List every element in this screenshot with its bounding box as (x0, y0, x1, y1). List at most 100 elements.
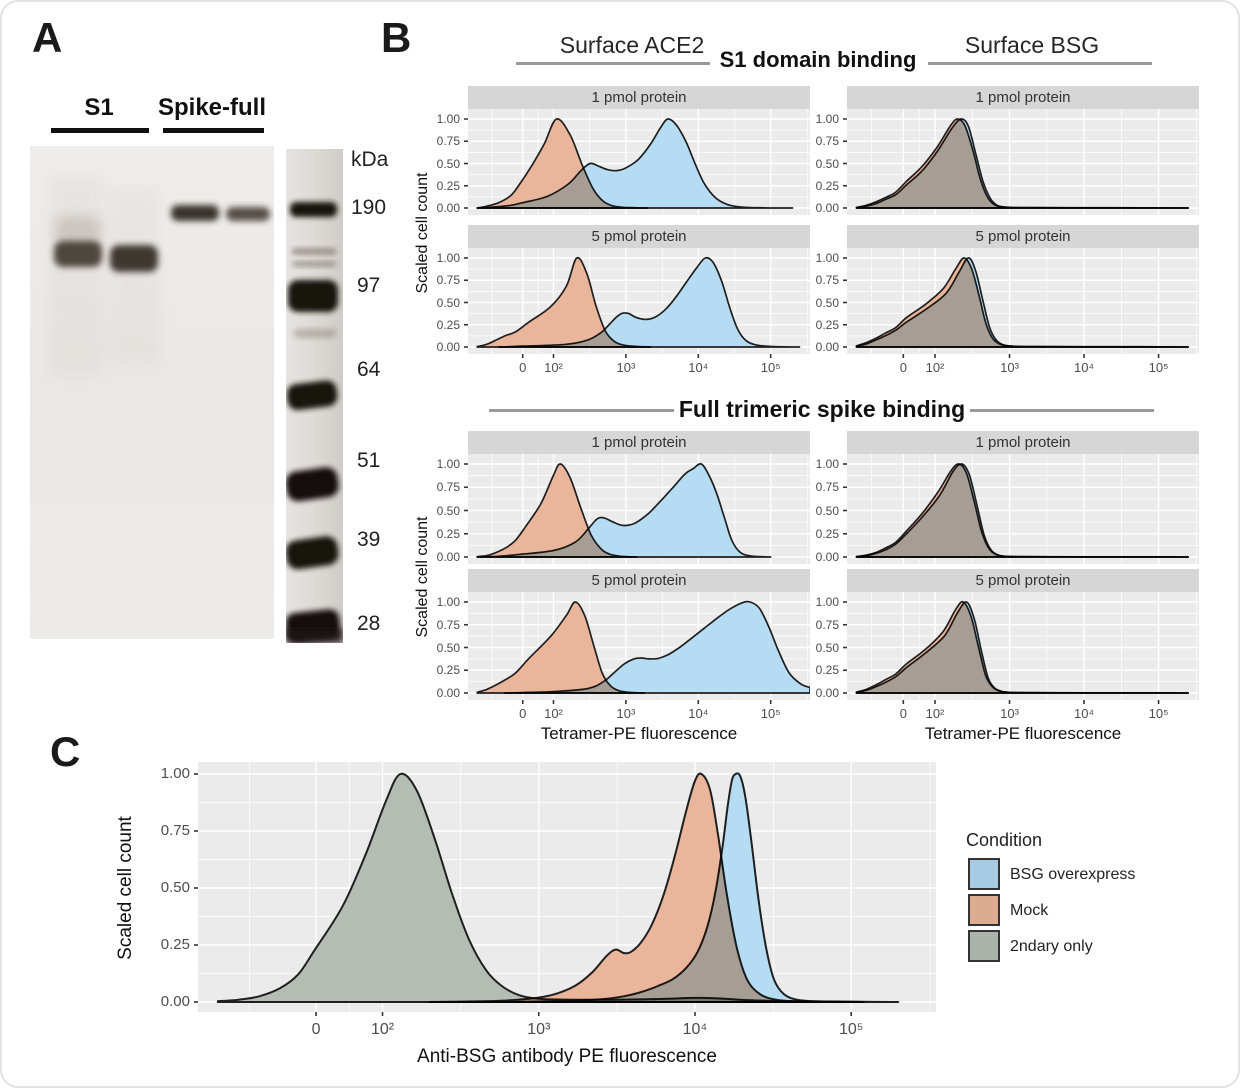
facet-strip-ft-bsg-1pmol: 1 pmol protein (847, 431, 1199, 454)
x-tick-label: 10⁴ (688, 706, 709, 721)
facet-strip-s1-bsg-5pmol: 5 pmol protein (847, 225, 1199, 248)
b-left-x-axis-title: Tetramer-PE fluorescence (540, 724, 738, 743)
y-tick-label: 1.00 (815, 251, 839, 265)
legend-label-mock-c: Mock (1010, 902, 1049, 919)
x-tick-label: 10⁴ (682, 1021, 708, 1038)
density-curve-ft-ace2-5pmol-mock (476, 601, 646, 694)
legend-key-mock-c (968, 894, 1000, 926)
y-tick-label: 0.75 (815, 273, 839, 288)
y-tick-label: 0.75 (815, 134, 839, 149)
x-tick-label: 10² (925, 360, 945, 375)
y-tick-label: 0.50 (815, 503, 839, 518)
full-trimeric-line-right (970, 409, 1154, 412)
x-tick-label: 10² (544, 360, 563, 375)
surface-ace2-header: Surface ACE2 (559, 32, 705, 58)
y-tick-label: 0.00 (160, 993, 190, 1010)
legend-condition-title: Condition (966, 830, 1043, 850)
molecular-weight-ladder (286, 149, 343, 643)
y-tick-label: 1.00 (160, 765, 190, 782)
kda-marker-51: 51 (357, 449, 381, 472)
density-curve-s1-ace2-5pmol-mock (476, 256, 652, 348)
y-tick-label: 0.50 (815, 295, 839, 310)
x-tick-label: 10⁵ (760, 706, 781, 721)
y-tick-label: 0.25 (160, 936, 190, 953)
y-tick-label: 1.00 (436, 457, 460, 471)
y-tick-label: 1.00 (436, 112, 460, 126)
density-curve-c-anti-bsg-bsg-overexpress (513, 772, 865, 1003)
y-tick-label: 0.75 (815, 480, 839, 495)
kda-marker-190: 190 (351, 196, 387, 219)
full-trimeric-line-left (489, 409, 674, 412)
legend-label-2ndary-only: 2ndary only (1010, 938, 1093, 955)
lane-underline-s1 (51, 128, 149, 133)
kda-unit-label: kDa (351, 148, 389, 171)
kda-marker-97: 97 (357, 274, 381, 297)
x-tick-label: 10² (370, 1021, 395, 1038)
b-right-x-axis-title: Tetramer-PE fluorescence (924, 724, 1122, 743)
facet-strip-ft-ace2-5pmol: 5 pmol protein (468, 569, 810, 592)
y-tick-label: 0.50 (436, 295, 460, 310)
x-tick-label: 10⁵ (838, 1021, 864, 1038)
x-tick-label: 10³ (1000, 706, 1019, 721)
legend-label-bsg-overexpress: BSG overexpress (1010, 866, 1136, 883)
y-tick-label: 1.00 (815, 595, 839, 609)
y-tick-label: 1.00 (815, 457, 839, 471)
facet-strip-ft-ace2-1pmol: 1 pmol protein (468, 431, 810, 454)
x-tick-label: 10⁵ (760, 360, 781, 375)
x-tick-label: 10⁴ (1074, 706, 1095, 721)
full-trimeric-binding-header: Full trimeric spike binding (678, 396, 966, 422)
y-tick-label: 1.00 (436, 251, 460, 265)
y-tick-label: 0.50 (436, 503, 460, 518)
y-tick-label: 0.00 (815, 201, 839, 215)
x-tick-label: 0 (899, 706, 907, 721)
facet-strip-s1-ace2-1pmol: 1 pmol protein (468, 86, 810, 109)
lane-group-label-s1: S1 (84, 94, 114, 121)
density-curve-ft-bsg-1pmol-mock (855, 463, 1190, 558)
y-tick-label: 0.50 (436, 640, 460, 655)
x-tick-label: 10⁴ (1074, 360, 1095, 375)
kda-marker-39: 39 (357, 528, 381, 551)
y-tick-label: 0.25 (436, 526, 460, 541)
y-tick-label: 0.75 (436, 480, 460, 495)
y-tick-label: 0.25 (436, 317, 460, 332)
x-tick-label: 10⁵ (1148, 360, 1169, 375)
density-curve-s1-bsg-5pmol-mock (855, 257, 1190, 348)
y-tick-label: 0.25 (436, 178, 460, 193)
legend-key-bsg-overexpress (968, 858, 1000, 890)
y-tick-label: 0.75 (436, 134, 460, 149)
x-tick-label: 0 (311, 1021, 321, 1038)
panel-c-letter: C (50, 728, 81, 775)
y-tick-label: 0.00 (436, 550, 460, 564)
y-tick-label: 1.00 (815, 112, 839, 126)
surface-ace2-underline (516, 62, 710, 65)
y-tick-label: 0.25 (815, 317, 839, 332)
y-tick-label: 0.25 (436, 663, 460, 678)
facet-strip-s1-bsg-1pmol: 1 pmol protein (847, 86, 1199, 109)
x-tick-label: 0 (519, 706, 527, 721)
s1-domain-binding-header: S1 domain binding (719, 47, 917, 72)
y-tick-label: 0.00 (815, 340, 839, 354)
density-curve-ft-bsg-5pmol-mock (855, 600, 1190, 694)
x-tick-label: 0 (899, 360, 907, 375)
x-tick-label: 10⁴ (688, 360, 709, 375)
density-curve-ft-ace2-5pmol-ace2 (503, 600, 810, 694)
x-tick-label: 0 (519, 360, 527, 375)
x-tick-label: 10⁵ (1148, 706, 1169, 721)
y-tick-label: 1.00 (436, 595, 460, 609)
c-x-axis-title: Anti-BSG antibody PE fluorescence (417, 1046, 717, 1067)
y-tick-label: 0.00 (815, 686, 839, 700)
panel-b-letter: B (381, 14, 412, 61)
facet-strip-s1-ace2-5pmol: 5 pmol protein (468, 225, 810, 248)
y-tick-label: 0.00 (436, 686, 460, 700)
y-tick-label: 0.75 (436, 617, 460, 632)
kda-marker-64: 64 (357, 358, 381, 381)
y-tick-label: 0.25 (815, 526, 839, 541)
x-tick-label: 10² (544, 706, 563, 721)
x-tick-label: 10³ (616, 706, 636, 721)
surface-bsg-header: Surface BSG (964, 32, 1100, 58)
x-tick-label: 10³ (1000, 360, 1019, 375)
x-tick-label: 10³ (616, 360, 636, 375)
x-tick-label: 10² (925, 706, 945, 721)
